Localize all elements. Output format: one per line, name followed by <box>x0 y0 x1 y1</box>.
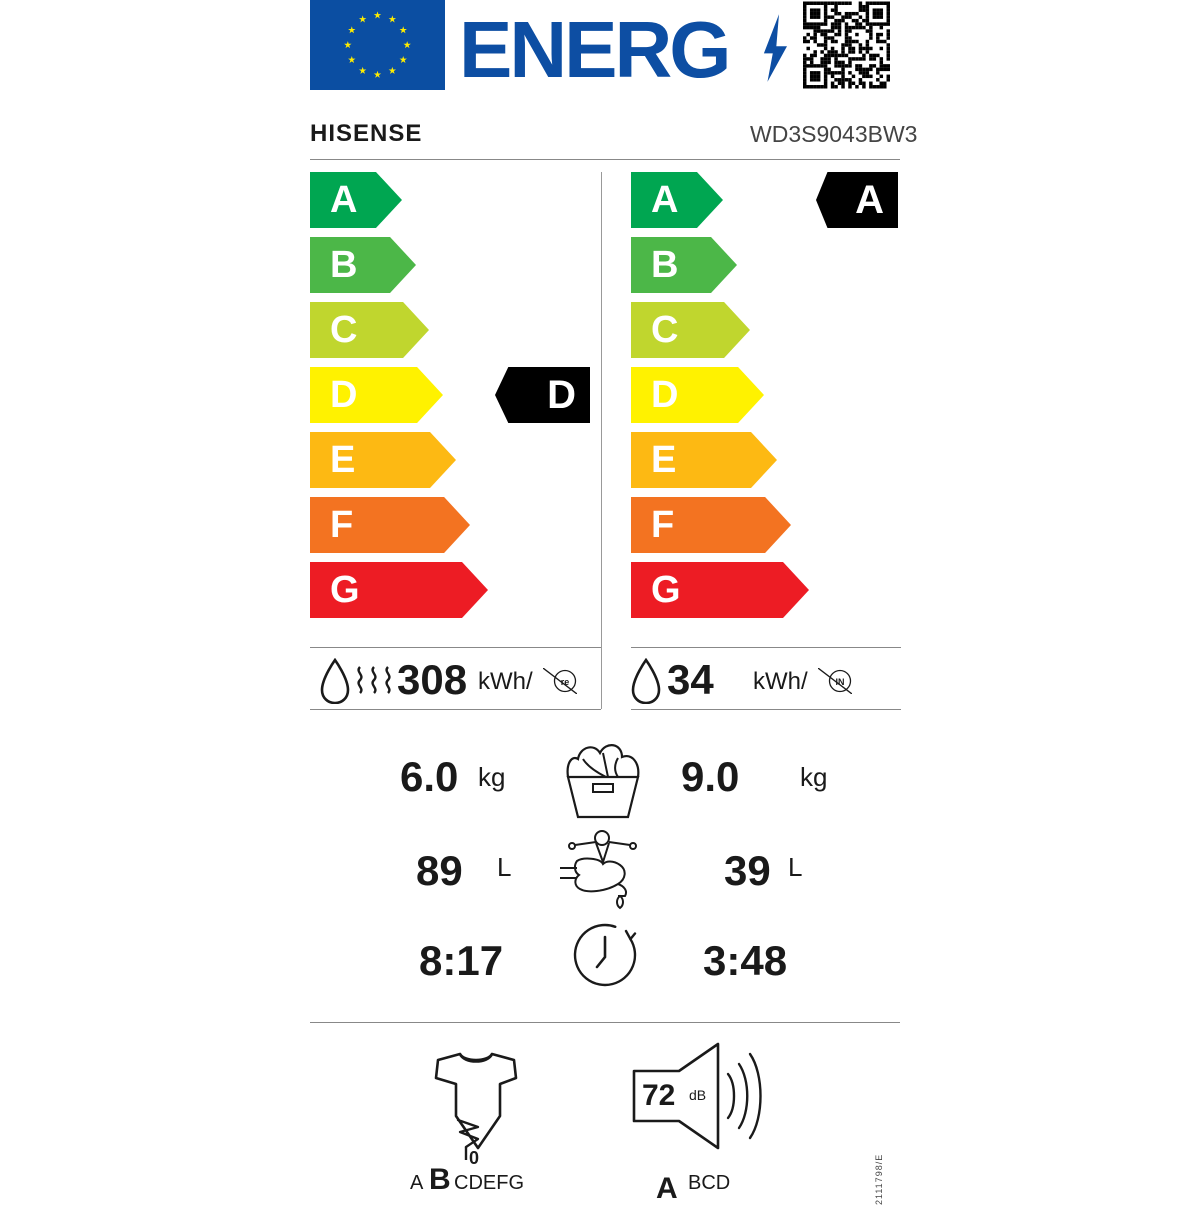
svg-text:IN: IN <box>836 677 845 687</box>
svg-text:re: re <box>561 677 570 687</box>
svg-text:dB: dB <box>689 1087 706 1103</box>
svg-text:72: 72 <box>642 1079 675 1112</box>
